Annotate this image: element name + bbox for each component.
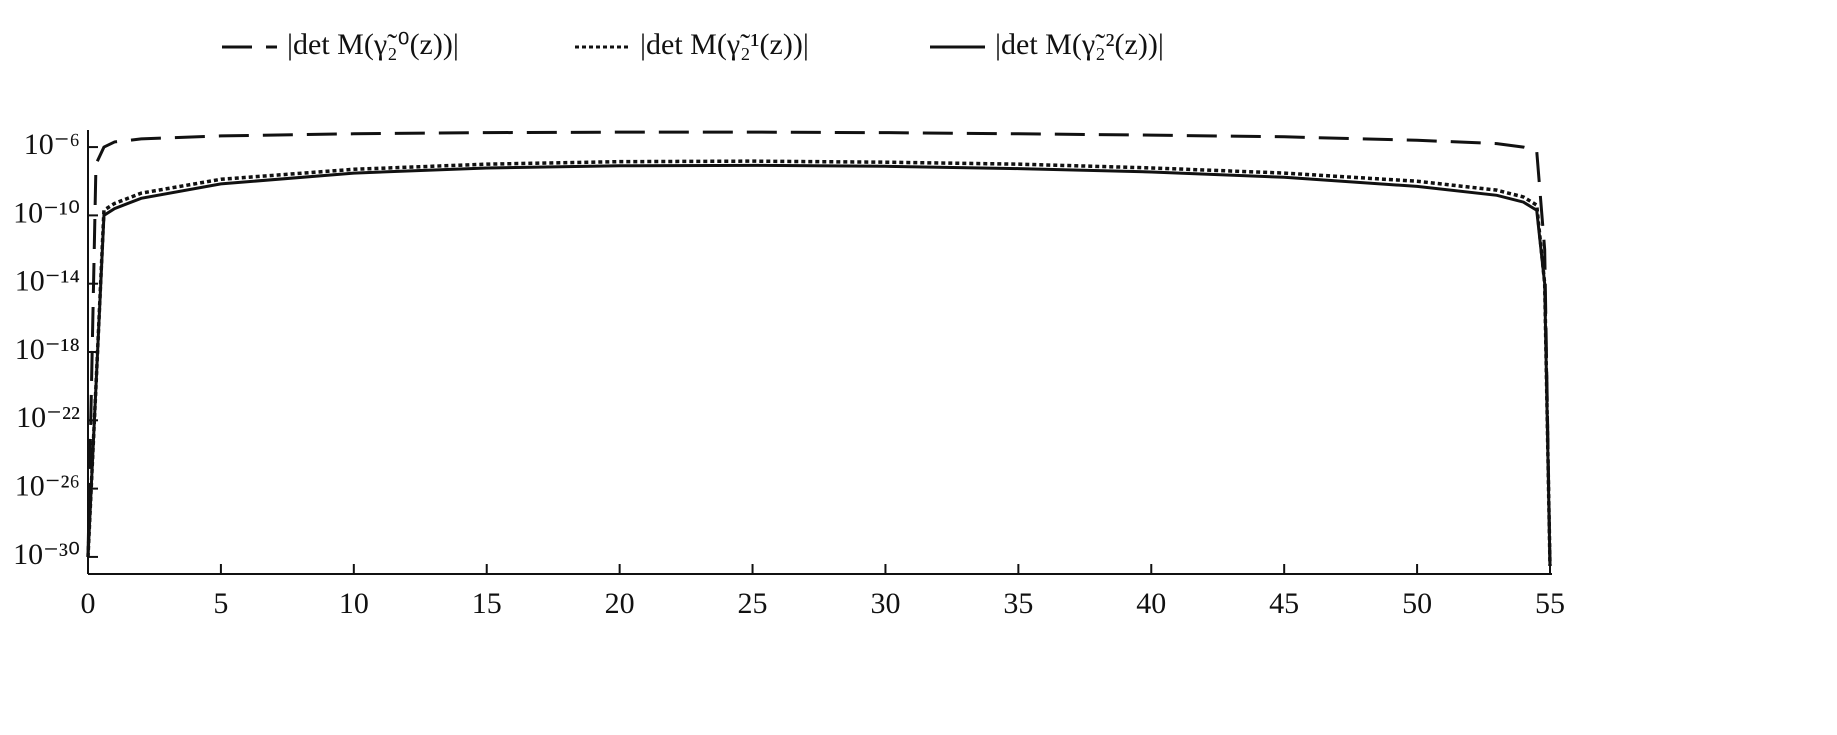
x-tick-label: 45	[1269, 587, 1299, 620]
x-tick-label: 20	[605, 587, 635, 620]
x-tick-label: 55	[1535, 587, 1565, 620]
y-tick-label: 10⁻¹⁰	[13, 196, 80, 229]
series-line	[86, 130, 1552, 566]
x-tick-label: 15	[472, 587, 502, 620]
x-tick-label: 10	[339, 587, 369, 620]
x-tick-label: 30	[870, 587, 900, 620]
y-tick-label: 10⁻⁶	[24, 128, 80, 161]
y-tick-label: 10⁻¹⁸	[15, 333, 80, 366]
series-line	[86, 159, 1552, 566]
y-tick-label: 10⁻³⁰	[13, 538, 80, 571]
x-tick-label: 50	[1402, 587, 1432, 620]
legend-label: |det M(γ̃₂⁰(z))|	[287, 28, 459, 61]
series-line	[86, 163, 1552, 566]
legend-label: |det M(γ̃₂²(z))|	[995, 28, 1164, 61]
y-tick-label: 10⁻²²	[16, 401, 80, 434]
x-tick-label: 40	[1136, 587, 1166, 620]
x-tick-label: 5	[213, 587, 228, 620]
x-tick-label: 25	[738, 587, 768, 620]
y-tick-label: 10⁻²⁶	[15, 470, 80, 503]
x-tick-label: 35	[1003, 587, 1033, 620]
x-tick-label: 0	[81, 587, 96, 620]
legend-label: |det M(γ̃₂¹(z))|	[640, 28, 809, 61]
y-tick-label: 10⁻¹⁴	[15, 265, 80, 298]
